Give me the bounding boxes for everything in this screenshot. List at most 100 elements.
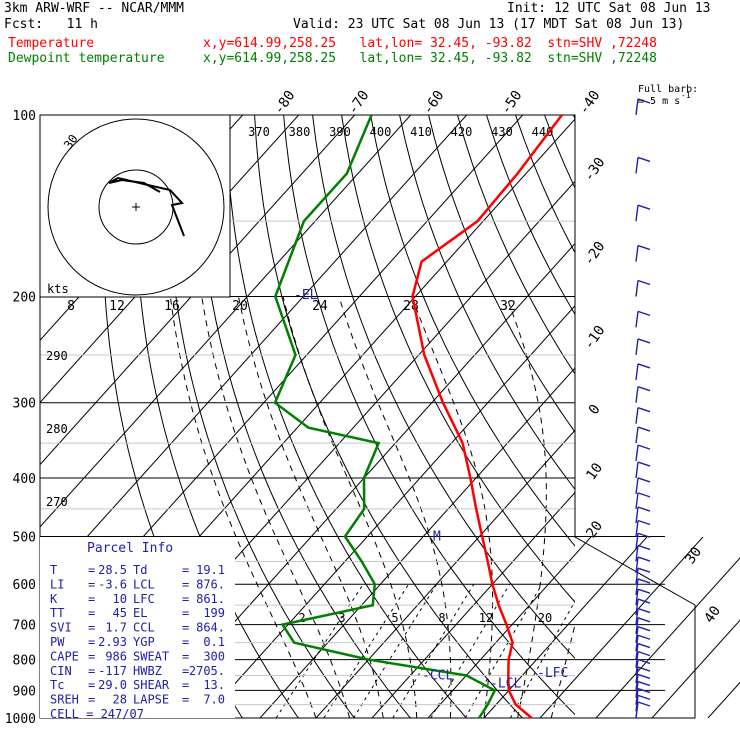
pressure-tick-label: 200 bbox=[13, 291, 36, 306]
parcel-value: -3.6 bbox=[98, 577, 127, 591]
parcel-value: 28 bbox=[113, 693, 127, 707]
dry-adiabat-line bbox=[718, 115, 740, 718]
parcel-key: LFC bbox=[133, 592, 155, 606]
parcel-value: 29.0 bbox=[98, 678, 127, 692]
wind-barb bbox=[635, 578, 639, 596]
wind-barb-flag bbox=[637, 673, 651, 680]
pressure-tick-label: 300 bbox=[13, 397, 36, 412]
parcel-key: SWEAT bbox=[133, 649, 169, 663]
wind-barb-flag bbox=[637, 694, 651, 701]
wind-barb bbox=[635, 635, 639, 652]
wind-barb bbox=[635, 363, 639, 381]
isotherm-tick-label: -30 bbox=[581, 155, 609, 185]
mixing-ratio-line bbox=[323, 583, 410, 718]
pressure-tick-label: 500 bbox=[13, 530, 36, 545]
dry-adiabat-line bbox=[632, 115, 740, 718]
parcel-eq: = bbox=[88, 621, 95, 635]
hodograph-ring-label: 30 bbox=[61, 132, 81, 152]
parcel-eq: = bbox=[182, 649, 189, 663]
wind-barb bbox=[635, 568, 639, 585]
parcel-eq: = bbox=[182, 635, 189, 649]
wind-barb-flag bbox=[637, 701, 651, 707]
speed-axis-label: 24 bbox=[312, 299, 328, 314]
wind-barb bbox=[635, 674, 639, 691]
parcel-key: LAPSE bbox=[133, 693, 169, 707]
theta-tick-label: 270 bbox=[46, 495, 68, 509]
parcel-value: 19.1 bbox=[196, 563, 225, 577]
moist-adiabat-line bbox=[338, 296, 452, 718]
dry-adiabat-line bbox=[486, 115, 575, 316]
barb-legend-units: = 5 m s bbox=[638, 96, 680, 107]
wind-barb bbox=[635, 461, 639, 479]
wind-barb-flag bbox=[637, 588, 651, 594]
mixing-ratio-label: 3 bbox=[338, 611, 345, 625]
theta-tick-label: 390 bbox=[329, 125, 351, 139]
wind-barb bbox=[635, 245, 639, 262]
mixing-ratio-line bbox=[392, 583, 475, 718]
isotherm-line bbox=[651, 115, 740, 718]
wind-barb bbox=[635, 520, 639, 537]
wind-barb bbox=[635, 338, 639, 356]
parcel-value: 7.0 bbox=[203, 693, 225, 707]
dry-adiabat-line bbox=[225, 115, 467, 718]
dry-adiabat-line bbox=[603, 115, 740, 718]
dry-adiabat-line bbox=[312, 115, 575, 660]
isotherm-line bbox=[483, 115, 740, 718]
isotherm-tick-label: -10 bbox=[581, 323, 609, 353]
wind-barb-flag bbox=[637, 310, 651, 317]
wind-barb-flag bbox=[637, 338, 651, 344]
wind-barb-flag bbox=[637, 426, 651, 432]
speed-axis-label: 32 bbox=[500, 299, 516, 314]
isotherm-tick-label: -80 bbox=[271, 88, 299, 118]
wind-barb-flag bbox=[637, 650, 651, 657]
dewpoint-legend-label: Dewpoint temperature bbox=[8, 51, 165, 66]
parcel-value: 28.5 bbox=[98, 563, 127, 577]
wind-barb bbox=[635, 492, 639, 509]
barb-legend-exponent: -1 bbox=[681, 91, 691, 100]
model-title: 3km ARW-WRF -- NCAR/MMM bbox=[4, 1, 185, 16]
speed-axis-label: 20 bbox=[232, 299, 248, 314]
isotherm-tick-label: 20 bbox=[583, 518, 606, 541]
mixing-ratio-line bbox=[275, 583, 364, 718]
isotherm-tick-label: -40 bbox=[576, 88, 604, 118]
isotherm-line bbox=[707, 115, 740, 718]
wind-barb-flag bbox=[637, 598, 651, 604]
hodograph-ring-outer bbox=[47, 118, 225, 296]
wind-barb bbox=[635, 545, 639, 562]
parcel-eq: = bbox=[182, 678, 189, 692]
dewpoint-profile-line bbox=[273, 114, 497, 719]
wind-barb-flag bbox=[637, 477, 651, 483]
parcel-key: Tc bbox=[50, 678, 64, 692]
pressure-tick-label: 1000 bbox=[5, 712, 36, 727]
isotherm-tick-label: 0 bbox=[586, 402, 604, 418]
wind-barb-flag bbox=[637, 687, 651, 694]
mixing-ratio-label: 5 bbox=[391, 611, 398, 625]
theta-tick-label: 400 bbox=[370, 125, 392, 139]
wind-barb bbox=[635, 445, 639, 462]
wind-barb-flag bbox=[637, 204, 651, 210]
isotherm-line bbox=[539, 115, 740, 718]
parcel-key: CAPE bbox=[50, 649, 79, 663]
theta-tick-label: 420 bbox=[451, 125, 473, 139]
moist-adiabat-line bbox=[550, 622, 575, 718]
wind-barb bbox=[635, 617, 639, 634]
wind-barb bbox=[635, 626, 639, 643]
wind-barb bbox=[635, 506, 639, 524]
wind-barb-flag bbox=[637, 492, 651, 498]
isotherm-tick-label: 30 bbox=[682, 544, 705, 567]
temperature-legend-label: Temperature bbox=[8, 36, 95, 51]
parcel-key: YGP bbox=[133, 635, 155, 649]
hodograph-origin bbox=[132, 203, 140, 211]
pressure-tick-label: 700 bbox=[13, 619, 36, 634]
wind-barb bbox=[635, 688, 639, 705]
wind-barb bbox=[635, 311, 639, 328]
parcel-key: CCL bbox=[133, 621, 155, 635]
wind-barb bbox=[635, 477, 639, 495]
parcel-info-title: Parcel Info bbox=[87, 541, 173, 556]
moist-adiabat-line bbox=[238, 296, 384, 718]
wind-barb-flag bbox=[637, 532, 651, 538]
parcel-value: 199 bbox=[203, 606, 225, 620]
level-marker-label: -EL bbox=[294, 288, 318, 303]
parcel-key: LCL bbox=[133, 577, 155, 591]
wind-barb-flag bbox=[637, 544, 651, 551]
